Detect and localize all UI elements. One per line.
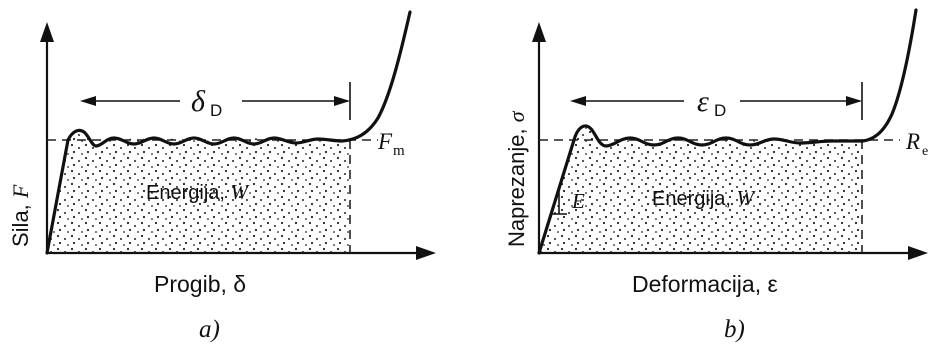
level-subscript-b: e — [922, 144, 928, 159]
caption-a: a) — [199, 316, 220, 343]
width-arrowhead-right-a — [334, 96, 350, 106]
width-subscript-a: D — [210, 101, 222, 120]
slope-symbol-b: E — [571, 189, 585, 213]
load-curve-a — [45, 10, 412, 255]
level-symbol-a: F — [377, 129, 393, 154]
width-arrowhead-left-a — [80, 96, 96, 106]
caption-b: b) — [724, 316, 745, 343]
panel-a: δ D F m Energija, W Sila, F Progib, δ a) — [8, 10, 436, 343]
width-subscript-b: D — [714, 101, 726, 120]
energy-area-b — [539, 127, 862, 253]
x-axis-label-b: Deformacija, ε — [632, 271, 778, 297]
area-label-a: Energija, W — [146, 180, 251, 204]
width-arrowhead-right-b — [846, 96, 862, 106]
y-axis-label-b: Naprezanje, σ — [504, 110, 529, 247]
width-symbol-b: ε — [697, 85, 709, 118]
width-arrowhead-left-b — [570, 96, 586, 106]
y-axis-arrow-b — [532, 22, 546, 42]
y-axis-label-a: Sila, F — [8, 184, 33, 247]
width-symbol-a: δ — [191, 85, 206, 118]
x-axis-arrow-a — [416, 246, 436, 260]
level-symbol-b: R — [905, 129, 920, 154]
x-axis-label-a: Progib, δ — [154, 271, 246, 297]
y-axis-arrow-a — [40, 22, 54, 42]
panel-b: E ε D R e Energija, W Naprezanje, σ Defo… — [504, 8, 928, 343]
level-subscript-a: m — [393, 143, 405, 159]
energy-area-a — [47, 131, 350, 253]
x-axis-arrow-b — [908, 246, 928, 260]
area-label-b: Energija, W — [652, 186, 757, 210]
stress-strain-curve-b — [537, 8, 918, 255]
